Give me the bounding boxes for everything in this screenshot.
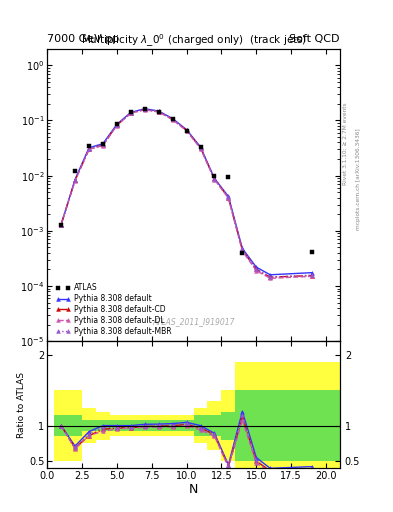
Pythia 8.308 default-MBR	[73, 177, 77, 183]
Pythia 8.308 default-CD	[156, 109, 161, 115]
ATLAS	[226, 174, 231, 180]
Pythia 8.308 default-MBR	[142, 106, 147, 112]
ATLAS	[170, 116, 175, 122]
Text: ATLAS_2011_I919017: ATLAS_2011_I919017	[152, 317, 235, 327]
Pythia 8.308 default-DL	[129, 110, 133, 116]
ATLAS	[101, 141, 105, 147]
Pythia 8.308 default-CD	[59, 222, 63, 228]
X-axis label: N: N	[189, 483, 198, 496]
Pythia 8.308 default-MBR	[240, 246, 245, 252]
ATLAS	[142, 106, 147, 112]
Pythia 8.308 default-DL	[226, 195, 231, 201]
Line: Pythia 8.308 default-CD: Pythia 8.308 default-CD	[59, 108, 314, 279]
ATLAS	[310, 249, 314, 255]
ATLAS	[240, 250, 245, 256]
Pythia 8.308 default-MBR	[129, 110, 133, 116]
ATLAS	[73, 168, 77, 175]
Pythia 8.308 default	[268, 272, 273, 278]
Y-axis label: Ratio to ATLAS: Ratio to ATLAS	[17, 372, 26, 438]
Pythia 8.308 default-DL	[156, 109, 161, 115]
Pythia 8.308 default	[212, 176, 217, 182]
Line: Pythia 8.308 default-MBR: Pythia 8.308 default-MBR	[59, 107, 314, 279]
Pythia 8.308 default-MBR	[212, 176, 217, 182]
Pythia 8.308 default-DL	[268, 275, 273, 282]
Pythia 8.308 default	[142, 105, 147, 112]
Pythia 8.308 default-CD	[73, 177, 77, 183]
Pythia 8.308 default-CD	[254, 266, 259, 272]
Pythia 8.308 default-MBR	[310, 272, 314, 278]
Pythia 8.308 default-DL	[254, 268, 259, 274]
Pythia 8.308 default	[86, 145, 91, 151]
Pythia 8.308 default	[170, 116, 175, 122]
Pythia 8.308 default-CD	[170, 116, 175, 122]
Pythia 8.308 default	[240, 245, 245, 251]
Line: ATLAS: ATLAS	[59, 107, 314, 255]
Pythia 8.308 default-MBR	[226, 194, 231, 200]
Pythia 8.308 default-MBR	[101, 141, 105, 147]
Line: Pythia 8.308 default-DL: Pythia 8.308 default-DL	[59, 108, 314, 280]
Text: 7000 GeV pp: 7000 GeV pp	[47, 33, 119, 44]
Pythia 8.308 default-MBR	[184, 127, 189, 133]
Pythia 8.308 default-DL	[101, 142, 105, 148]
Pythia 8.308 default-CD	[86, 146, 91, 153]
Pythia 8.308 default-CD	[310, 272, 314, 279]
Pythia 8.308 default	[198, 144, 203, 150]
Pythia 8.308 default	[310, 270, 314, 276]
Pythia 8.308 default	[184, 126, 189, 133]
ATLAS	[212, 173, 217, 179]
Pythia 8.308 default-CD	[226, 195, 231, 201]
Text: Rivet 3.1.10; ≥ 2.7M events: Rivet 3.1.10; ≥ 2.7M events	[343, 102, 348, 185]
Pythia 8.308 default	[156, 108, 161, 114]
Pythia 8.308 default-DL	[86, 146, 91, 153]
Pythia 8.308 default-MBR	[170, 116, 175, 122]
Pythia 8.308 default-DL	[73, 178, 77, 184]
Pythia 8.308 default-MBR	[198, 145, 203, 151]
Pythia 8.308 default-CD	[129, 110, 133, 116]
Pythia 8.308 default-CD	[240, 247, 245, 253]
Pythia 8.308 default-CD	[142, 106, 147, 113]
ATLAS	[59, 222, 63, 228]
Pythia 8.308 default	[226, 194, 231, 200]
Pythia 8.308 default-DL	[59, 222, 63, 228]
Pythia 8.308 default-DL	[212, 177, 217, 183]
Pythia 8.308 default-DL	[170, 117, 175, 123]
Pythia 8.308 default	[254, 264, 259, 270]
Pythia 8.308 default-CD	[198, 145, 203, 151]
Pythia 8.308 default-CD	[184, 127, 189, 134]
Pythia 8.308 default	[59, 222, 63, 228]
Pythia 8.308 default-DL	[114, 122, 119, 129]
ATLAS	[198, 144, 203, 150]
Pythia 8.308 default	[129, 110, 133, 116]
Pythia 8.308 default	[73, 177, 77, 183]
Pythia 8.308 default-MBR	[268, 274, 273, 280]
Pythia 8.308 default-CD	[101, 142, 105, 148]
ATLAS	[184, 127, 189, 134]
Pythia 8.308 default-DL	[198, 145, 203, 152]
Pythia 8.308 default-DL	[184, 127, 189, 134]
Pythia 8.308 default-CD	[114, 122, 119, 129]
Pythia 8.308 default-MBR	[156, 109, 161, 115]
Pythia 8.308 default-CD	[268, 274, 273, 280]
ATLAS	[114, 121, 119, 127]
Pythia 8.308 default-DL	[142, 106, 147, 113]
ATLAS	[129, 110, 133, 116]
Pythia 8.308 default-DL	[310, 273, 314, 280]
Pythia 8.308 default-MBR	[114, 122, 119, 128]
ATLAS	[86, 142, 91, 148]
Pythia 8.308 default	[101, 141, 105, 147]
Legend: ATLAS, Pythia 8.308 default, Pythia 8.308 default-CD, Pythia 8.308 default-DL, P: ATLAS, Pythia 8.308 default, Pythia 8.30…	[54, 282, 173, 337]
Text: Soft QCD: Soft QCD	[290, 33, 340, 44]
Pythia 8.308 default-MBR	[254, 266, 259, 272]
Title: Multiplicity $\lambda\_0^0$ (charged only)  (track jets): Multiplicity $\lambda\_0^0$ (charged onl…	[81, 32, 307, 49]
Pythia 8.308 default-MBR	[86, 145, 91, 152]
ATLAS	[156, 109, 161, 115]
Text: mcplots.cern.ch [arXiv:1306.3436]: mcplots.cern.ch [arXiv:1306.3436]	[356, 129, 361, 230]
Pythia 8.308 default-CD	[212, 176, 217, 182]
Pythia 8.308 default-DL	[240, 248, 245, 254]
Line: Pythia 8.308 default: Pythia 8.308 default	[59, 107, 314, 276]
Pythia 8.308 default-MBR	[59, 222, 63, 228]
Pythia 8.308 default	[114, 121, 119, 127]
